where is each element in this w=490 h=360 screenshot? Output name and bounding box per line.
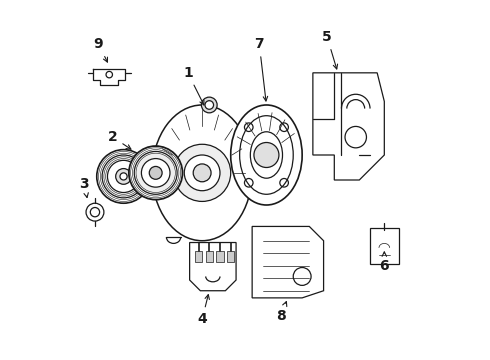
Circle shape	[201, 97, 217, 113]
Circle shape	[173, 144, 231, 202]
Circle shape	[120, 173, 127, 180]
Circle shape	[102, 155, 145, 198]
Text: 6: 6	[379, 252, 389, 273]
Text: 5: 5	[322, 30, 338, 69]
FancyBboxPatch shape	[227, 251, 234, 262]
Circle shape	[149, 166, 162, 179]
Text: 1: 1	[183, 66, 204, 105]
Circle shape	[116, 168, 131, 184]
Circle shape	[86, 203, 104, 221]
Text: 7: 7	[254, 37, 268, 101]
FancyBboxPatch shape	[370, 228, 398, 264]
Polygon shape	[313, 73, 384, 180]
Circle shape	[97, 150, 150, 203]
Text: 3: 3	[79, 176, 89, 198]
Ellipse shape	[231, 105, 302, 205]
Circle shape	[134, 152, 177, 194]
FancyBboxPatch shape	[217, 251, 223, 262]
Text: 2: 2	[108, 130, 131, 149]
Circle shape	[254, 143, 279, 167]
Circle shape	[184, 155, 220, 191]
Circle shape	[107, 160, 140, 193]
Text: 9: 9	[94, 37, 107, 62]
Circle shape	[142, 158, 170, 187]
Circle shape	[193, 164, 211, 182]
Circle shape	[129, 146, 182, 200]
Text: 4: 4	[197, 294, 209, 326]
FancyBboxPatch shape	[206, 251, 213, 262]
Circle shape	[205, 101, 214, 109]
Circle shape	[90, 207, 99, 217]
Ellipse shape	[152, 105, 252, 241]
Text: 8: 8	[276, 302, 287, 323]
Polygon shape	[190, 243, 236, 291]
FancyBboxPatch shape	[195, 251, 202, 262]
Polygon shape	[252, 226, 323, 298]
